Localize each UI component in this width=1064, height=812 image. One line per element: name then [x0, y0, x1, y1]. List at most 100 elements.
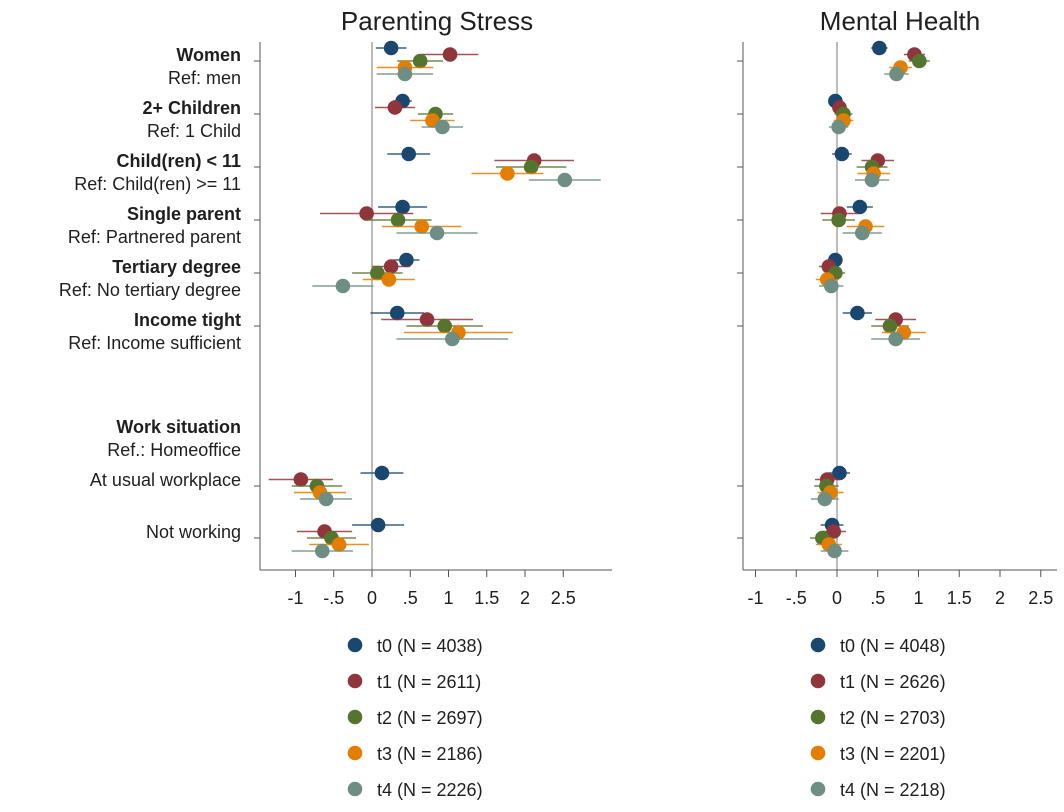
point-t4-tertiary: [335, 278, 351, 294]
point-t1-notworking: [826, 524, 842, 539]
point-t1-children: [387, 100, 403, 115]
row-heading: Work situation: [116, 417, 241, 437]
point-t4-women: [397, 66, 413, 82]
legend-label: t0 (N = 4038): [377, 636, 483, 656]
x-tick-label: 2.5: [1028, 588, 1053, 608]
x-tick-label: 2: [995, 588, 1005, 608]
legend-marker-t1: [810, 673, 826, 689]
legend-label: t4 (N = 2218): [840, 780, 946, 800]
point-t4-tertiary: [823, 278, 839, 294]
x-tick-label: -1: [747, 588, 763, 608]
row-heading: 2+ Children: [142, 98, 241, 118]
point-t3-young: [500, 166, 515, 181]
legend-marker-t2: [810, 709, 826, 725]
row-heading: Women: [176, 45, 241, 65]
row-reference: Ref: Child(ren) >= 11: [74, 174, 241, 194]
legend-marker-t0: [347, 637, 363, 653]
row-reference: Ref: 1 Child: [147, 121, 241, 141]
point-t2-tertiary: [370, 265, 385, 281]
point-t0-women: [872, 40, 887, 56]
row-reference: Ref: No tertiary degree: [59, 280, 241, 300]
point-t4-young: [864, 172, 880, 188]
point-t4-notworking: [314, 543, 330, 559]
point-t0-women: [383, 40, 399, 56]
point-t0-workplace: [832, 465, 847, 481]
x-tick-label: 1: [913, 588, 923, 608]
x-tick-label: 1.5: [474, 588, 499, 608]
point-t0-tertiary: [399, 252, 414, 268]
legend-marker-t0: [810, 637, 826, 653]
legend-marker-t4: [347, 781, 363, 797]
point-t0-income: [850, 305, 865, 321]
point-t2-young: [523, 159, 539, 175]
point-t4-workplace: [817, 491, 833, 507]
point-t1-workplace: [293, 472, 309, 487]
x-tick-label: .5: [403, 588, 418, 608]
point-t0-single: [852, 199, 868, 215]
row-reference: Ref: Income sufficient: [68, 333, 241, 353]
panel-title: Parenting Stress: [341, 6, 533, 36]
legend-label: t3 (N = 2201): [840, 744, 946, 764]
legend-label: t1 (N = 2611): [377, 672, 481, 692]
point-t4-income: [888, 331, 903, 347]
point-t4-single: [854, 225, 870, 241]
x-tick-label: 0: [367, 588, 377, 608]
point-t4-children: [831, 119, 846, 135]
point-t3-notworking: [331, 537, 347, 552]
row-label: At usual workplace: [90, 470, 241, 490]
point-t2-income: [882, 318, 898, 334]
point-t4-workplace: [318, 491, 334, 507]
legend-marker-t3: [810, 745, 826, 761]
point-t4-notworking: [827, 543, 842, 559]
row-label: Not working: [146, 522, 241, 542]
row-reference: Ref: men: [168, 68, 241, 88]
legend-marker-t4: [810, 781, 826, 797]
point-t4-single: [429, 225, 445, 241]
legend-label: t1 (N = 2626): [840, 672, 946, 692]
legend-marker-t2: [347, 709, 363, 725]
point-t4-women: [889, 66, 904, 82]
point-t2-women: [412, 53, 428, 69]
point-t2-single: [831, 212, 846, 228]
x-tick-label: 2: [520, 588, 530, 608]
legend-label: t2 (N = 2697): [377, 708, 483, 728]
x-tick-label: -.5: [786, 588, 807, 608]
row-heading: Tertiary degree: [112, 257, 241, 277]
row-reference: Ref: Partnered parent: [68, 227, 241, 247]
point-t1-single: [359, 206, 374, 221]
legend-label: t3 (N = 2186): [377, 744, 483, 764]
point-t2-income: [437, 318, 452, 334]
row-heading: Single parent: [127, 204, 241, 224]
point-t1-women: [442, 47, 458, 62]
x-tick-label: 2.5: [551, 588, 576, 608]
point-t0-young: [834, 146, 850, 162]
legend-marker-t1: [347, 673, 363, 689]
x-tick-label: 0: [832, 588, 842, 608]
point-t0-workplace: [374, 465, 390, 481]
point-t4-young: [557, 172, 573, 188]
point-t2-women: [912, 53, 927, 69]
point-t1-tertiary: [383, 259, 399, 274]
row-heading: Child(ren) < 11: [116, 151, 241, 171]
legend-label: t2 (N = 2703): [840, 708, 946, 728]
point-t0-income: [389, 305, 405, 321]
point-t2-single: [390, 212, 406, 228]
panel-title: Mental Health: [820, 6, 980, 36]
legend-label: t4 (N = 2226): [377, 780, 483, 800]
x-tick-label: 1.5: [947, 588, 972, 608]
x-tick-label: .5: [870, 588, 885, 608]
legend-label: t0 (N = 4048): [840, 636, 946, 656]
x-tick-label: -1: [287, 588, 303, 608]
x-tick-label: -.5: [323, 588, 344, 608]
legend-marker-t3: [347, 745, 363, 761]
point-t0-single: [395, 199, 410, 215]
x-tick-label: 1: [443, 588, 453, 608]
point-t0-young: [401, 146, 417, 162]
point-t4-income: [445, 331, 460, 347]
row-reference: Ref.: Homeoffice: [107, 440, 241, 460]
point-t0-notworking: [370, 517, 386, 533]
row-heading: Income tight: [134, 310, 241, 330]
point-t4-children: [435, 119, 450, 135]
